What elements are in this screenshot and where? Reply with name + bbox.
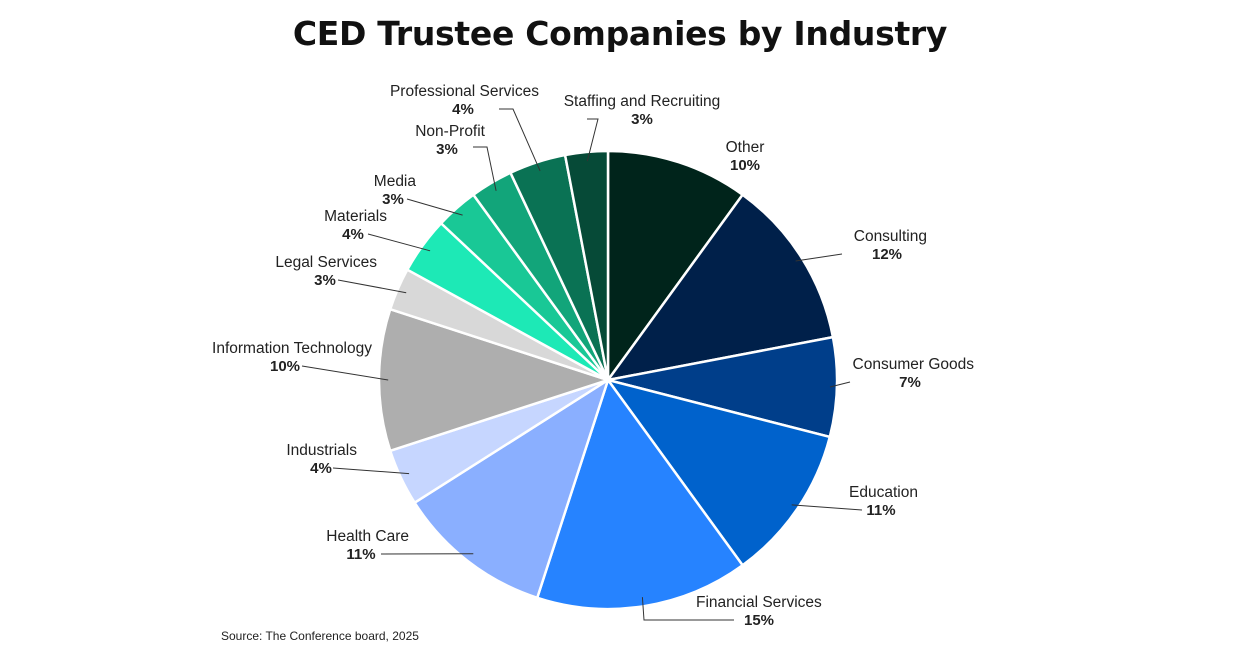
slice-value-industrials: 4% [310,460,332,477]
slice-other [606,149,745,384]
slice-value-staffing-and-recruiting: 3% [631,111,653,128]
slice-label-consulting: Consulting [854,228,927,245]
slice-health-care [412,377,611,600]
leader-line-non-profit [473,146,497,191]
leader-line-consumer-goods [829,381,851,388]
slice-label-health-care: Health Care [326,528,409,545]
leader-line-professional-services [499,108,541,172]
slice-value-legal-services: 3% [314,272,336,289]
leader-line-financial-services [641,597,734,621]
leader-line-legal-services [337,279,407,294]
slice-staffing-and-recruiting [563,149,610,381]
slice-value-other: 10% [730,157,760,174]
slice-consulting [605,192,835,382]
slice-value-professional-services: 4% [452,101,474,118]
chart-title: CED Trustee Companies by Industry [292,14,948,53]
slice-label-financial-services: Financial Services [696,594,822,611]
slice-label-education: Education [849,484,918,501]
slice-label-professional-services: Professional Services [390,83,539,100]
slice-label-media: Media [374,173,417,190]
slice-information-technology [377,307,613,453]
source-note: Source: The Conference board, 2025 [221,629,419,643]
slice-value-information-technology: 10% [270,358,300,375]
leader-line-staffing-and-recruiting [586,118,599,162]
slice-label-staffing-and-recruiting: Staffing and Recruiting [564,93,721,110]
pie-slices [377,149,839,611]
slice-value-education: 11% [866,502,895,519]
slice-label-information-technology: Information Technology [212,340,372,357]
leader-line-education [791,504,863,511]
slice-value-financial-services: 15% [744,612,774,629]
slice-value-health-care: 11% [346,546,375,563]
slice-value-media: 3% [382,191,404,208]
slice-value-non-profit: 3% [436,141,458,158]
slice-value-materials: 4% [342,226,364,243]
slice-financial-services [535,377,745,611]
slice-label-industrials: Industrials [286,442,357,459]
leader-line-consulting [795,253,843,262]
slice-label-consumer-goods: Consumer Goods [853,356,975,373]
leader-line-materials [367,233,431,252]
slice-label-materials: Materials [324,208,387,225]
leader-lines [301,108,863,621]
slice-education [604,377,832,568]
slice-value-consulting: 12% [872,246,902,263]
slice-label-other: Other [726,139,765,156]
leader-line-media [406,198,463,216]
slice-label-legal-services: Legal Services [275,254,377,271]
slice-value-consumer-goods: 7% [899,374,921,391]
leader-line-information-technology [301,365,389,381]
leader-line-industrials [332,467,410,475]
slice-label-non-profit: Non-Profit [415,123,485,140]
